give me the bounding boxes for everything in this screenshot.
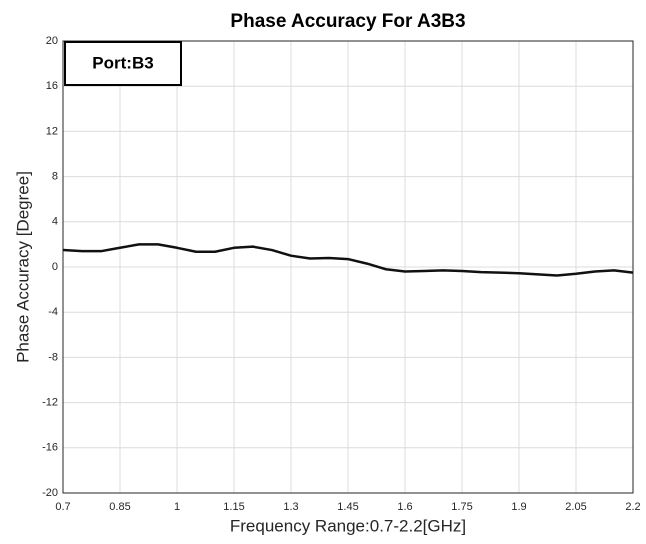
y-tick-label: -8 <box>48 351 58 363</box>
data-line <box>62 243 634 277</box>
x-tick-label: 2.2 <box>625 501 640 513</box>
y-tick-label: -12 <box>42 397 58 409</box>
x-tick-label: 1.3 <box>283 501 298 513</box>
y-tick-label: -4 <box>48 306 58 318</box>
y-tick-label: 8 <box>52 171 58 183</box>
plot-frame <box>62 40 634 494</box>
x-tick-label: 1.15 <box>223 501 244 513</box>
y-axis-label: Phase Accuracy [Degree] <box>13 171 32 363</box>
x-axis-label: Frequency Range:0.7-2.2[GHz] <box>230 516 466 535</box>
y-tick-label: -16 <box>42 442 58 454</box>
x-tick-label: 0.7 <box>55 501 70 513</box>
y-tick-label: 16 <box>46 80 58 92</box>
x-tick-label: 1 <box>174 501 180 513</box>
chart-title: Phase Accuracy For A3B3 <box>230 11 465 32</box>
x-tick-label: 1.45 <box>337 501 358 513</box>
y-tick-label: -20 <box>42 487 58 499</box>
x-tick-label: 1.75 <box>451 501 472 513</box>
annotation: Port:B3 <box>92 53 153 72</box>
x-tick-label: 1.9 <box>511 501 526 513</box>
y-tick-label: 4 <box>52 216 58 228</box>
annotation-box <box>64 41 182 86</box>
y-tick-label: 12 <box>46 125 58 137</box>
x-tick-label: 1.6 <box>397 501 412 513</box>
y-tick-label: 20 <box>46 35 58 47</box>
x-tick-label: 2.05 <box>565 501 586 513</box>
y-tick-label: 0 <box>52 261 58 273</box>
x-tick-label: 0.85 <box>109 501 130 513</box>
